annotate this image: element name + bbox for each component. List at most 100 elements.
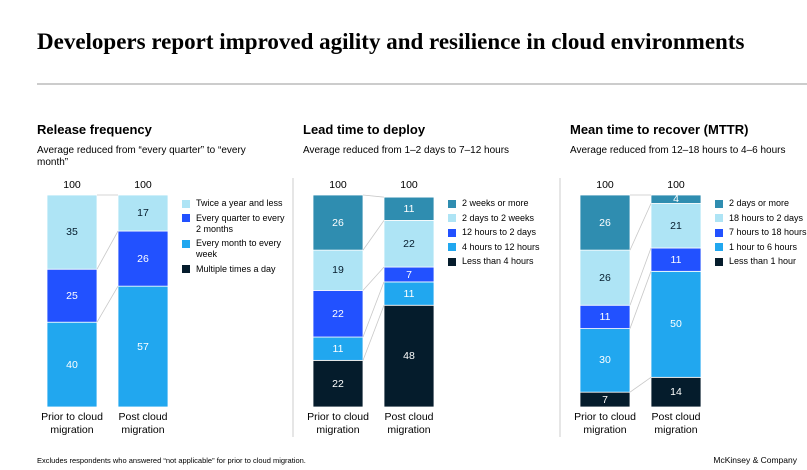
- value-label: 30: [599, 354, 611, 367]
- legend-label: Twice a year and less: [196, 198, 283, 208]
- value-label: 7: [602, 393, 608, 406]
- bar-segment: [312, 289, 364, 338]
- value-label: 11: [332, 342, 344, 355]
- bar-segment: [383, 220, 435, 268]
- bar-segment: [46, 194, 98, 270]
- bar-segment: [650, 203, 702, 249]
- bar-segment: [650, 194, 702, 204]
- legend-item: 4 hours to 12 hours: [448, 242, 556, 253]
- legend-label: 7 hours to 18 hours: [729, 227, 807, 237]
- legend-swatch: [715, 228, 723, 237]
- value-label: 11: [403, 287, 415, 300]
- legend-label: 2 days or more: [729, 198, 790, 208]
- category-label: Prior to cloud migration: [41, 411, 103, 436]
- bar-segment: [46, 321, 98, 408]
- value-label: 26: [137, 252, 149, 265]
- total-label: 100: [400, 179, 418, 191]
- legend-item: 2 weeks or more: [448, 198, 556, 209]
- bar-segment: [579, 328, 631, 393]
- panel-subtitle: Average reduced from “every quarter” to …: [37, 145, 246, 168]
- legend-label: Every quarter to every 2 months: [196, 212, 285, 234]
- bar-segment: [312, 249, 364, 291]
- source: McKinsey & Company: [713, 455, 797, 465]
- legend-swatch: [715, 199, 723, 208]
- legend: 2 days or more 18 hours to 2 days 7 hours …: [715, 198, 807, 267]
- legend-label: Multiple times a day: [196, 263, 276, 274]
- category-label: Post cloud migration: [118, 411, 168, 436]
- value-label: 26: [332, 216, 344, 229]
- category-label: Prior to cloud migration: [574, 411, 636, 436]
- bar-segment: [312, 194, 364, 251]
- value-label: 35: [66, 226, 78, 239]
- legend-item: 2 days or more: [715, 198, 807, 209]
- panel-title: Mean time to recover (MTTR): [570, 122, 749, 137]
- bar-segment: [312, 359, 364, 408]
- legend-item: 12 hours to 2 days: [448, 227, 556, 238]
- value-label: 14: [670, 386, 682, 399]
- bar-segment: [383, 196, 435, 221]
- connector: [362, 194, 385, 198]
- value-label: 11: [403, 202, 415, 215]
- bar-segment: [117, 285, 169, 408]
- value-label: 25: [66, 289, 78, 302]
- legend-label: Every month to every week: [196, 238, 282, 259]
- bar-segment: [117, 230, 169, 287]
- legend-swatch: [715, 243, 723, 251]
- legend-label: 12 hours to 2 days: [462, 227, 537, 237]
- panel-subtitle: Average reduced from 1–2 days to 7–12 ho…: [303, 145, 510, 156]
- legend-swatch: [448, 257, 456, 266]
- legend-label: 4 hours to 12 hours: [462, 241, 540, 252]
- legend-swatch: [715, 257, 723, 266]
- value-label: 48: [403, 350, 415, 363]
- legend-label: Less than 4 hours: [462, 256, 534, 266]
- value-label: 11: [670, 253, 682, 266]
- value-label: 50: [670, 318, 682, 331]
- total-label: 100: [596, 179, 614, 191]
- bar-segment: [650, 270, 702, 378]
- bar-segment: [117, 194, 169, 232]
- legend-swatch: [448, 243, 456, 251]
- legend-item: 1 hour to 6 hours: [715, 242, 807, 253]
- value-label: 11: [599, 310, 611, 323]
- connector: [96, 230, 119, 270]
- total-label: 100: [134, 179, 152, 191]
- value-label: 57: [137, 340, 149, 353]
- connector: [629, 203, 652, 251]
- connector: [362, 266, 385, 291]
- bar-segment: [579, 194, 631, 251]
- legend-item: Every quarter to every 2 months: [182, 213, 290, 235]
- legend-swatch: [715, 214, 723, 222]
- legend-item: 2 days to 2 weeks: [448, 213, 556, 224]
- legend-item: 18 hours to 2 days: [715, 213, 807, 224]
- legend-label: 1 hour to 6 hours: [729, 241, 798, 252]
- total-label: 100: [329, 179, 347, 191]
- legend-swatch: [448, 228, 456, 237]
- category-label: Post cloud migration: [651, 411, 701, 436]
- connector: [362, 220, 385, 251]
- value-label: 22: [403, 237, 415, 250]
- panel-title: Lead time to deploy: [303, 122, 426, 137]
- bar-segment: [383, 304, 435, 408]
- value-label: 19: [332, 264, 344, 277]
- panel-title: Release frequency: [37, 122, 152, 137]
- legend: 2 weeks or more 2 days to 2 weeks 12 hours…: [448, 198, 556, 267]
- category-label: Post cloud migration: [384, 411, 434, 436]
- legend-swatch: [182, 265, 190, 273]
- connector: [629, 247, 652, 306]
- legend: Twice a year and less Every quarter to ev…: [182, 198, 290, 275]
- legend-swatch: [182, 199, 190, 208]
- connector: [362, 305, 385, 361]
- value-label: 26: [599, 271, 611, 284]
- legend-item: Less than 4 hours: [448, 256, 556, 267]
- bar-segment: [579, 249, 631, 306]
- value-label: 21: [670, 219, 682, 232]
- connector: [629, 376, 652, 393]
- legend-label: 2 weeks or more: [462, 198, 529, 208]
- value-label: 17: [137, 207, 149, 220]
- legend-swatch: [448, 214, 456, 222]
- value-label: 26: [599, 216, 611, 229]
- connector: [362, 281, 385, 338]
- page-title: Developers report improved agility and r…: [37, 29, 745, 54]
- legend-item: Multiple times a day: [182, 264, 290, 275]
